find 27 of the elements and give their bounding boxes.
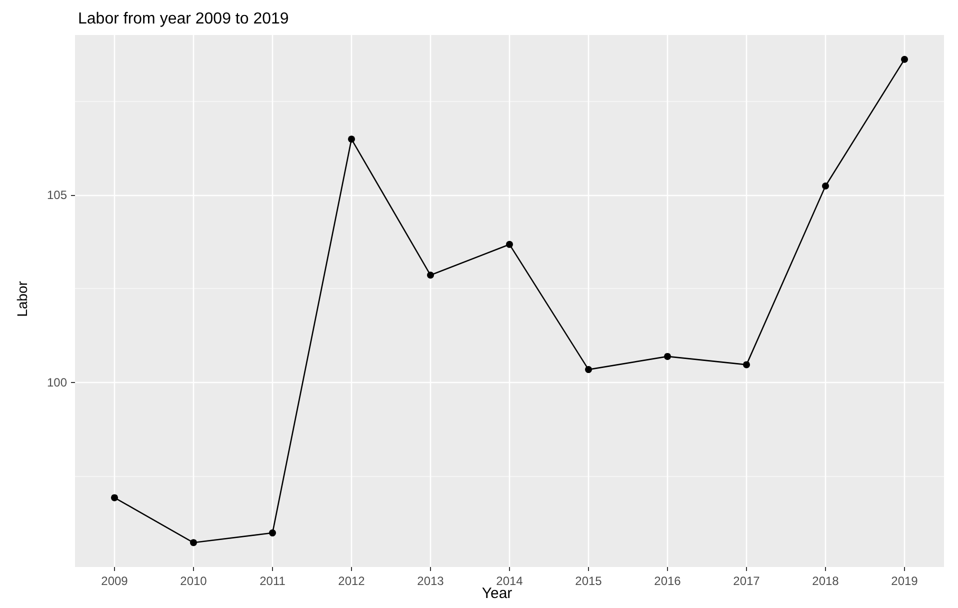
y-tick-label: 100 <box>46 375 68 390</box>
x-axis-title: Year <box>482 585 512 602</box>
point <box>901 56 908 63</box>
x-tick-label: 2013 <box>417 574 444 588</box>
point <box>190 539 197 546</box>
x-tick-label: 2011 <box>260 574 286 588</box>
point <box>427 272 434 279</box>
point <box>822 182 829 190</box>
point <box>743 361 750 368</box>
point <box>111 494 118 502</box>
x-tick-label: 2014 <box>496 574 524 588</box>
point <box>348 136 355 143</box>
y-tick-label: 105 <box>46 188 68 202</box>
point <box>664 352 671 360</box>
x-tick-label: 2015 <box>575 574 602 588</box>
chart-title: Labor from year 2009 to 2019 <box>78 10 289 28</box>
point <box>506 240 513 248</box>
point <box>585 366 592 374</box>
point <box>269 529 276 536</box>
x-tick-label: 2010 <box>180 574 208 588</box>
x-tick-label: 2018 <box>812 574 840 588</box>
y-axis-title: Labor <box>14 281 30 317</box>
x-tick-label: 2009 <box>101 574 128 588</box>
x-tick-label: 2012 <box>338 574 366 588</box>
x-tick-label: 2016 <box>654 574 682 588</box>
x-tick-label: 2019 <box>891 574 918 588</box>
x-tick-label: 2017 <box>733 574 760 588</box>
